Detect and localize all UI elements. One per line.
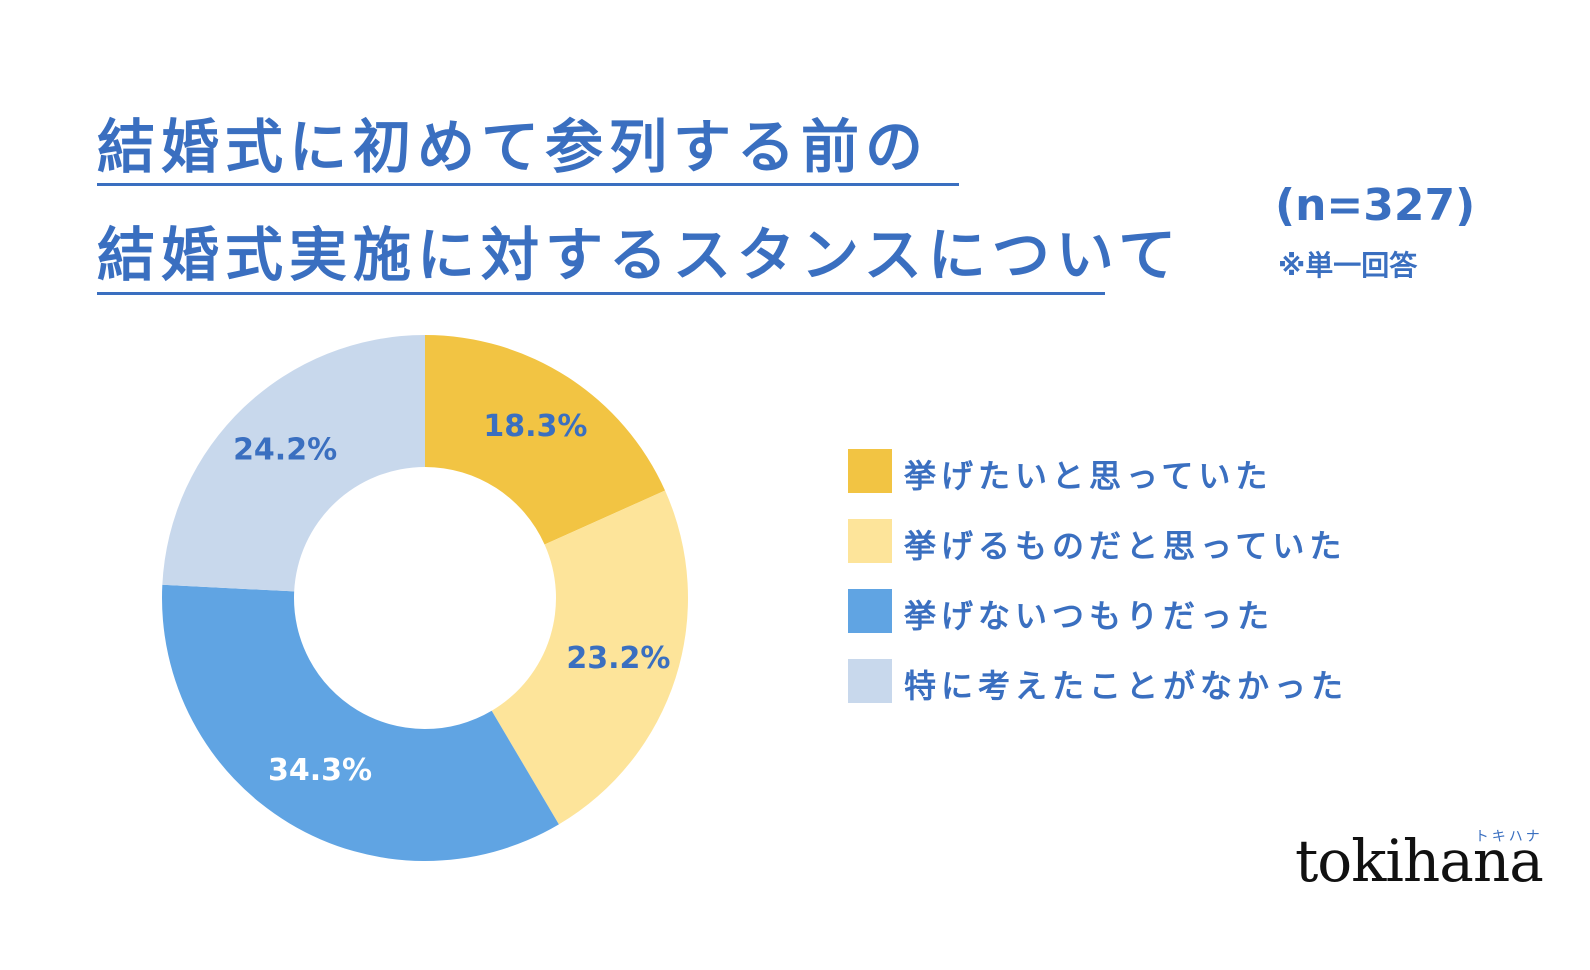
title-line-2: 結婚式実施に対するスタンスについて [97,221,1183,289]
legend-label: 特に考えたことがなかった [904,667,1349,705]
title-underline-1 [97,183,959,186]
legend-swatch [848,589,892,633]
title-line-1: 結婚式に初めて参列する前の [97,113,930,181]
donut-chart: 18.3% 23.2% 34.3% 24.2% [162,335,688,862]
legend-label: 挙げないつもりだった [904,597,1275,635]
logo-wordmark: tokihana [1295,827,1544,895]
answer-note: ※単一回答 [1278,249,1418,282]
donut-slice [491,490,688,825]
legend-swatch [848,519,892,563]
legend-label: 挙げるものだと思っていた [904,527,1347,565]
slice-data-label: 23.2% [566,641,670,676]
slice-data-label: 24.2% [233,432,337,467]
slice-data-label: 34.3% [268,753,372,788]
slice-data-label: 18.3% [483,409,587,444]
logo-kana: トキハナ [1474,829,1543,845]
sample-size: (n=327) [1275,180,1476,231]
legend-swatch [848,449,892,493]
donut-slice [162,335,425,592]
title-underline-2 [97,292,1105,295]
legend-label: 挙げたいと思っていた [904,457,1273,495]
legend-swatch [848,659,892,703]
brand-logo: トキハナ tokihana [1295,826,1544,895]
donut-slice [425,335,666,545]
donut-slice [162,584,559,862]
